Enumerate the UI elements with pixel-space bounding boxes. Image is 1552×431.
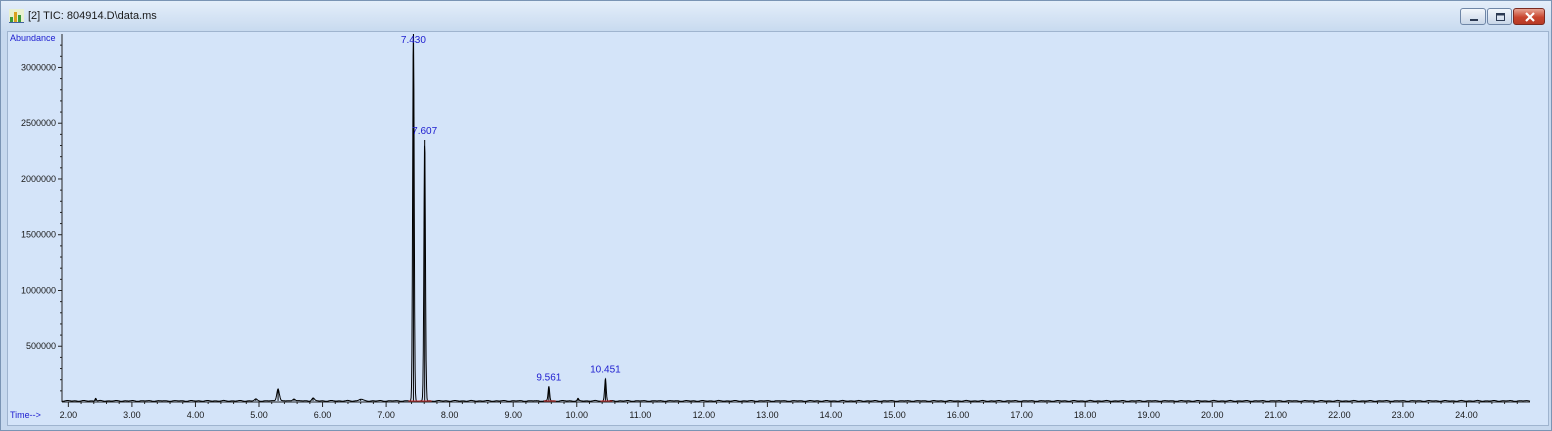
minimize-button[interactable] — [1460, 8, 1486, 25]
x-tick-label: 2.00 — [60, 410, 78, 420]
x-tick-label: 16.00 — [947, 410, 970, 420]
peak-label: 7.607 — [412, 126, 437, 137]
x-tick-label: 4.00 — [187, 410, 205, 420]
x-tick-label: 23.00 — [1392, 410, 1415, 420]
x-tick-label: 19.00 — [1137, 410, 1160, 420]
y-tick-label: 2000000 — [21, 174, 56, 184]
peak-label: 7.430 — [401, 35, 426, 46]
x-tick-label: 13.00 — [756, 410, 779, 420]
chromatogram-app-icon — [9, 9, 24, 23]
y-tick-label: 1500000 — [21, 230, 56, 240]
x-tick-label: 22.00 — [1328, 410, 1351, 420]
tic-chart: Abundance Time--> 500000 1000000 1500000 2000… — [10, 33, 1531, 420]
chromatogram-plot-area[interactable]: Abundance Time--> 500000 1000000 1500000 2000… — [7, 31, 1549, 426]
x-tick-label: 14.00 — [820, 410, 843, 420]
close-icon — [1525, 12, 1535, 22]
window-title: [2] TIC: 804914.D\data.ms — [28, 10, 157, 22]
peak-label: 9.561 — [536, 372, 561, 383]
x-tick-label: 6.00 — [314, 410, 332, 420]
x-tick-label: 3.00 — [123, 410, 141, 420]
y-tick-label: 500000 — [26, 341, 56, 351]
peak-label: 10.451 — [590, 365, 621, 376]
x-tick-label: 18.00 — [1074, 410, 1097, 420]
x-tick-label: 20.00 — [1201, 410, 1224, 420]
minimize-icon — [1470, 19, 1478, 21]
chart-axes — [61, 34, 1530, 403]
x-tick-label: 8.00 — [441, 410, 459, 420]
chart-trace — [62, 33, 1531, 402]
x-tick-label: 10.00 — [565, 410, 588, 420]
x-tick-label: 24.00 — [1455, 410, 1478, 420]
y-axis-title: Abundance — [10, 33, 56, 43]
y-tick-label: 2500000 — [21, 118, 56, 128]
chart-labels: Abundance Time--> 500000 1000000 1500000 2000… — [10, 33, 1478, 420]
x-tick-label: 21.00 — [1265, 410, 1288, 420]
x-tick-label: 5.00 — [250, 410, 268, 420]
x-tick-label: 11.00 — [629, 410, 651, 420]
y-tick-label: 1000000 — [21, 285, 56, 295]
x-tick-label: 17.00 — [1010, 410, 1033, 420]
x-tick-label: 9.00 — [504, 410, 522, 420]
close-button[interactable] — [1513, 8, 1545, 25]
x-tick-label: 15.00 — [883, 410, 906, 420]
tic-trace-line — [62, 33, 1531, 402]
x-tick-label: 12.00 — [693, 410, 716, 420]
x-axis-title: Time--> — [10, 410, 41, 420]
maximize-button[interactable] — [1487, 8, 1512, 25]
x-tick-label: 7.00 — [377, 410, 395, 420]
y-tick-label: 3000000 — [21, 62, 56, 72]
title-bar[interactable]: [2] TIC: 804914.D\data.ms — [1, 1, 1551, 31]
chart-ticks — [58, 44, 1518, 407]
restore-icon — [1496, 13, 1505, 21]
